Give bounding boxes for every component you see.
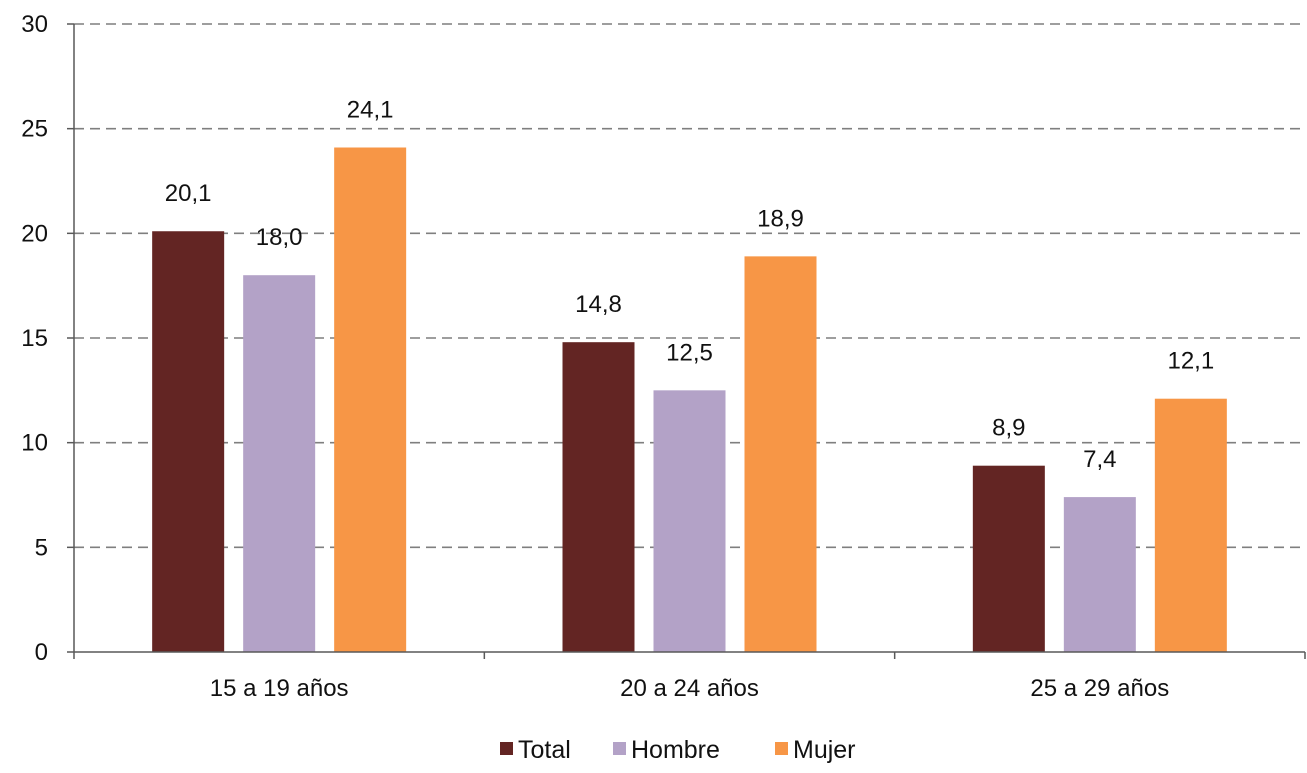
data-label: 8,9 xyxy=(992,415,1025,442)
legend-swatch-mujer xyxy=(775,742,788,755)
bar-mujer xyxy=(334,147,407,653)
x-tick-label: 20 a 24 años xyxy=(620,675,759,702)
data-labels: 20,1 18,0 24,1 14,8 12,5 18,9 8,9 7,4 12,1 xyxy=(165,97,1214,474)
data-label: 12,5 xyxy=(666,339,713,366)
bar-mujer xyxy=(744,256,817,652)
legend-swatch-total xyxy=(500,742,513,755)
data-label: 12,1 xyxy=(1167,348,1214,375)
y-tick-label: 20 xyxy=(21,220,48,247)
bar-hombre xyxy=(243,275,316,652)
y-tick-label: 0 xyxy=(35,639,48,666)
legend-label-mujer: Mujer xyxy=(793,736,856,764)
x-axis: 15 a 19 años 20 a 24 años 25 a 29 años xyxy=(73,651,1306,702)
legend-swatch-hombre xyxy=(613,742,626,755)
bar-mujer xyxy=(1154,398,1227,652)
data-label: 20,1 xyxy=(165,180,212,207)
legend-label-hombre: Hombre xyxy=(631,736,720,764)
x-tick-label: 25 a 29 años xyxy=(1030,675,1169,702)
bar-hombre xyxy=(653,390,726,652)
bar-total xyxy=(152,231,225,653)
y-tick-label: 30 xyxy=(21,11,48,38)
data-label: 18,9 xyxy=(757,205,804,232)
y-tick-label: 10 xyxy=(21,430,48,457)
data-label: 14,8 xyxy=(575,291,622,318)
x-tick-label: 15 a 19 años xyxy=(210,675,349,702)
y-tick-label: 15 xyxy=(21,325,48,352)
bar-total xyxy=(972,465,1045,652)
data-label: 7,4 xyxy=(1083,446,1116,473)
y-axis: 0 5 10 15 20 25 30 xyxy=(21,11,75,666)
y-tick-label: 5 xyxy=(35,534,48,561)
legend-label-total: Total xyxy=(518,736,571,764)
data-label: 24,1 xyxy=(347,97,394,124)
bars xyxy=(152,147,1227,653)
bar-hombre xyxy=(1063,497,1136,652)
legend: Total Hombre Mujer xyxy=(500,736,856,764)
data-label: 18,0 xyxy=(256,224,303,251)
y-tick-label: 25 xyxy=(21,116,48,143)
bar-total xyxy=(562,342,635,652)
